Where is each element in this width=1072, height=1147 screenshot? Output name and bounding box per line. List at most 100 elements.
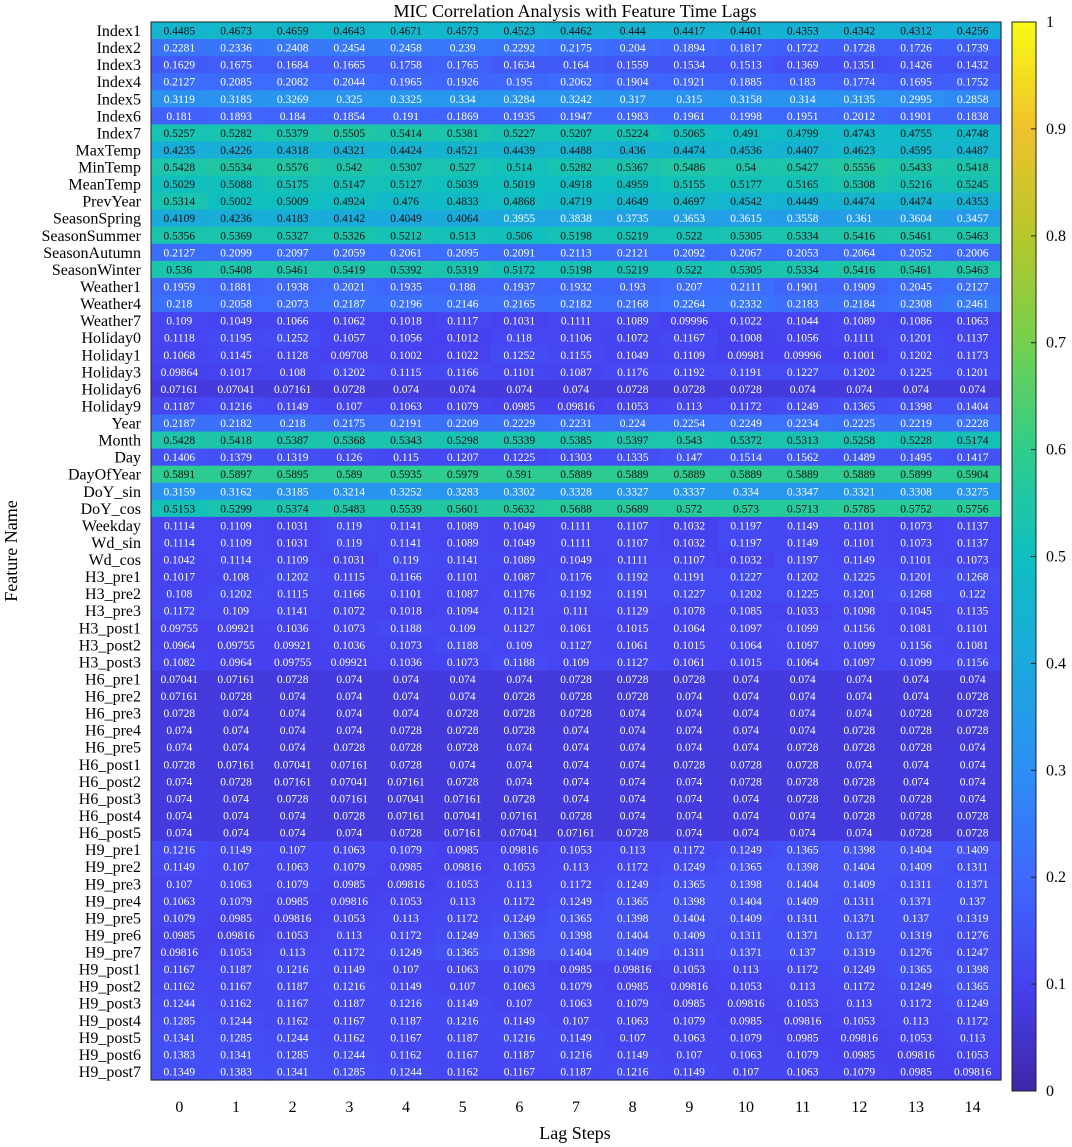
cell-value-label: 0.317 xyxy=(620,94,646,106)
cell-value-label: 0.1149 xyxy=(220,845,251,857)
heatmap-cell xyxy=(944,858,1002,876)
heatmap-cell xyxy=(831,619,889,637)
cell-value-label: 0.119 xyxy=(337,520,363,532)
cell-value-label: 0.1752 xyxy=(957,77,989,89)
heatmap-cell xyxy=(264,875,322,893)
cell-value-label: 0.108 xyxy=(223,572,249,584)
heatmap-cell xyxy=(264,994,322,1013)
heatmap-cell xyxy=(491,346,549,364)
heatmap-cell xyxy=(377,465,435,484)
heatmap-cell xyxy=(774,721,832,740)
heatmap-cell xyxy=(264,312,322,330)
cell-value-label: 0.1197 xyxy=(787,555,818,567)
cell-value-label: 0.1073 xyxy=(447,657,479,669)
heatmap-cell xyxy=(434,1045,492,1064)
heatmap-cell xyxy=(207,277,265,296)
heatmap-cell xyxy=(604,260,662,279)
cell-value-label: 0.1053 xyxy=(560,845,592,857)
cell-value-label: 0.113 xyxy=(620,845,646,857)
cell-value-label: 0.074 xyxy=(620,708,646,720)
cell-value-label: 0.1285 xyxy=(164,1015,196,1027)
heatmap-cell xyxy=(831,687,889,706)
cell-value-label: 0.4235 xyxy=(164,145,196,157)
heatmap-cell xyxy=(321,602,379,620)
cell-value-label: 0.1379 xyxy=(220,452,252,464)
heatmap-cell xyxy=(661,619,719,637)
cell-value-label: 0.2182 xyxy=(560,299,592,311)
row-label: H9_post3 xyxy=(79,996,141,1013)
heatmap-cell xyxy=(604,39,662,57)
cell-value-label: 0.1202 xyxy=(730,589,762,601)
heatmap-cell xyxy=(321,772,379,791)
heatmap-cell xyxy=(207,875,265,893)
heatmap-cell xyxy=(151,875,209,893)
cell-value-label: 0.1758 xyxy=(390,60,422,72)
heatmap-cell xyxy=(944,482,1002,501)
cell-value-label: 0.1901 xyxy=(900,111,932,123)
x-tick-label: 4 xyxy=(402,1099,410,1116)
heatmap-cell xyxy=(604,772,662,791)
heatmap-cell xyxy=(944,943,1002,962)
cell-value-label: 0.1202 xyxy=(900,350,932,362)
cell-value-label: 0.1983 xyxy=(617,111,649,123)
cell-value-label: 0.5897 xyxy=(220,469,252,481)
heatmap-cell xyxy=(264,414,322,433)
heatmap-cell xyxy=(717,551,775,569)
row-label: MeanTemp xyxy=(68,177,141,194)
heatmap-cell xyxy=(377,772,435,791)
heatmap-cell xyxy=(321,90,379,108)
heatmap-cell xyxy=(434,841,492,859)
heatmap-cell xyxy=(661,533,719,552)
heatmap-cell xyxy=(717,670,775,689)
heatmap-cell xyxy=(774,875,832,893)
heatmap-cell xyxy=(321,175,379,194)
cell-value-label: 0.074 xyxy=(846,691,872,703)
heatmap-cell xyxy=(604,926,662,945)
heatmap-cell xyxy=(264,533,322,552)
cell-value-label: 0.1188 xyxy=(390,623,421,635)
heatmap-cell xyxy=(887,107,945,125)
cell-value-label: 0.4488 xyxy=(560,145,592,157)
heatmap-cell xyxy=(377,329,435,347)
heatmap-cell xyxy=(661,858,719,876)
colorbar-tick-label: 1 xyxy=(1046,14,1054,31)
heatmap-cell xyxy=(151,926,209,945)
heatmap-cell xyxy=(604,755,662,774)
cell-value-label: 0.1409 xyxy=(844,879,876,891)
heatmap-cell xyxy=(717,568,775,586)
cell-value-label: 0.2219 xyxy=(900,418,932,430)
cell-value-label: 0.3135 xyxy=(844,94,876,106)
cell-value-label: 0.074 xyxy=(563,725,589,737)
cell-value-label: 0.09816 xyxy=(897,1049,935,1061)
heatmap-cell xyxy=(151,312,209,330)
heatmap-cell xyxy=(831,499,889,518)
cell-value-label: 0.1225 xyxy=(504,452,536,464)
cell-value-label: 0.0728 xyxy=(390,725,422,737)
cell-value-label: 0.1398 xyxy=(900,401,932,413)
cell-value-label: 0.074 xyxy=(223,742,249,754)
cell-value-label: 0.1149 xyxy=(787,520,818,532)
cell-value-label: 0.5397 xyxy=(617,435,649,447)
cell-value-label: 0.1087 xyxy=(504,572,536,584)
heatmap-cell xyxy=(887,1011,945,1030)
cell-value-label: 0.5198 xyxy=(560,230,592,242)
cell-value-label: 0.1162 xyxy=(220,998,251,1010)
heatmap-cell xyxy=(207,960,265,979)
heatmap-cell xyxy=(321,226,379,245)
heatmap-cell xyxy=(717,482,775,501)
cell-value-label: 0.0728 xyxy=(900,742,932,754)
cell-value-label: 0.2249 xyxy=(730,418,762,430)
cell-value-label: 0.3308 xyxy=(900,486,932,498)
cell-value-label: 0.1349 xyxy=(164,1066,196,1078)
heatmap-cell xyxy=(377,158,435,177)
heatmap-cell xyxy=(491,858,549,876)
heatmap-cell xyxy=(207,533,265,552)
heatmap-cell xyxy=(547,158,605,177)
heatmap-cell xyxy=(944,329,1002,347)
row-label: Holiday6 xyxy=(81,381,141,398)
heatmap-cell xyxy=(774,107,832,125)
cell-value-label: 0.4407 xyxy=(787,145,819,157)
cell-value-label: 0.119 xyxy=(393,555,419,567)
heatmap-cell xyxy=(774,39,832,57)
cell-value-label: 0.0728 xyxy=(957,725,989,737)
